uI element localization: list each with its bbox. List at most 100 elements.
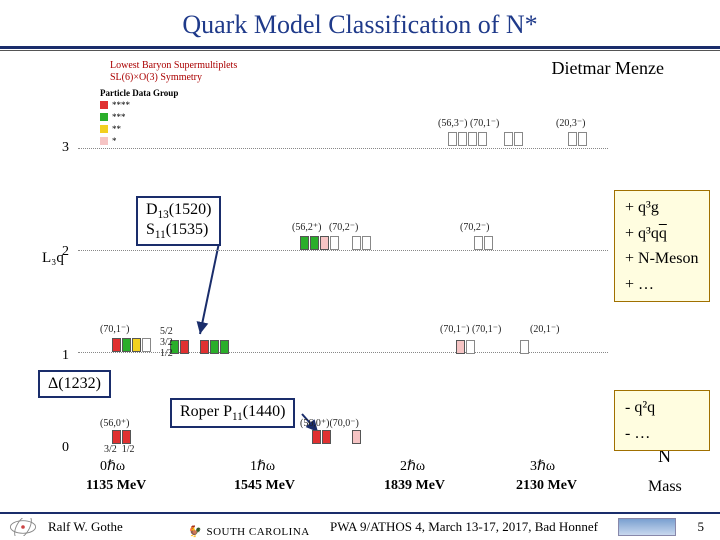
state-box	[210, 340, 219, 354]
state-box	[310, 236, 319, 250]
state-label: (70,2⁻)	[460, 222, 489, 233]
state-box	[520, 340, 529, 354]
state-box	[456, 340, 465, 354]
y-axis-L3q: L₃q	[42, 250, 64, 267]
state-label: (70,1⁻)	[100, 324, 129, 335]
state-label: 5/2 3/2 1/2	[160, 326, 173, 359]
side-note-line: + q³g	[625, 195, 699, 221]
side-note-line: - q²q	[625, 395, 699, 421]
state-cluster	[352, 430, 361, 444]
state-cluster	[474, 236, 493, 250]
legend-row: *	[100, 136, 178, 146]
legend-swatch	[100, 113, 108, 121]
state-box	[448, 132, 457, 146]
state-label: (70,1⁻) (70,1⁻)	[440, 324, 501, 335]
title-rule	[0, 46, 720, 49]
state-box	[466, 340, 475, 354]
y-tick: 2	[62, 244, 69, 260]
legend-title: Particle Data Group	[100, 88, 178, 98]
state-cluster	[456, 340, 475, 354]
side-note-line: + q³qq	[625, 221, 699, 247]
y-tick: 1	[62, 348, 69, 364]
y-tick: 0	[62, 440, 69, 456]
south-carolina-logo: 🐓 SOUTH CAROLINA	[188, 525, 310, 538]
state-box	[112, 430, 121, 444]
state-label: (56,2⁺) (70,2⁻)	[292, 222, 358, 233]
title-rule-thin	[0, 50, 720, 51]
side-note-line: + N-Meson	[625, 246, 699, 272]
state-box	[474, 236, 483, 250]
footer-author: Ralf W. Gothe	[48, 519, 198, 535]
state-label: (56,3⁻) (70,1⁻)	[438, 118, 499, 129]
state-cluster	[170, 340, 189, 354]
x-mass-label: 1135 MeV	[86, 478, 146, 494]
legend-swatch	[100, 137, 108, 145]
state-label: 3/2 1/2	[104, 444, 135, 455]
side-note-box: - q²q- …	[614, 390, 710, 451]
legend: Particle Data Group **********	[100, 88, 178, 148]
state-box	[578, 132, 587, 146]
state-box	[300, 236, 309, 250]
state-box	[200, 340, 209, 354]
legend-label: *	[112, 136, 117, 146]
side-note-line: + …	[625, 272, 699, 298]
state-box	[312, 430, 321, 444]
highlight-box: D13(1520)S11(1535)	[136, 196, 221, 246]
credit-text: Dietmar Menze	[552, 58, 664, 79]
x-tick: 1ℏω	[250, 458, 275, 475]
state-box	[320, 236, 329, 250]
clas-logo-icon	[4, 518, 42, 536]
state-label: (56,0⁺)	[100, 418, 129, 429]
state-cluster	[520, 340, 529, 354]
slide-title: Quark Model Classification of N*	[0, 0, 720, 46]
legend-label: ****	[112, 100, 130, 110]
state-box	[514, 132, 523, 146]
state-box	[352, 430, 361, 444]
state-cluster	[300, 236, 339, 250]
right-logo-icon	[618, 518, 676, 536]
state-box	[362, 236, 371, 250]
state-box	[484, 236, 493, 250]
x-mass-label: 1839 MeV	[384, 478, 445, 494]
state-box	[322, 430, 331, 444]
highlight-box: Roper P11(1440)	[170, 398, 295, 428]
state-box	[468, 132, 477, 146]
state-box	[180, 340, 189, 354]
state-label: (56,0⁺)(70,0⁻)	[300, 418, 359, 429]
state-cluster	[448, 132, 487, 146]
state-box	[568, 132, 577, 146]
state-box	[458, 132, 467, 146]
arrow	[200, 238, 220, 334]
state-box	[220, 340, 229, 354]
legend-row: **	[100, 124, 178, 134]
legend-row: ***	[100, 112, 178, 122]
supermulti-line2: SL(6)×O(3) Symmetry	[110, 72, 237, 84]
xaxis-mass-label: Mass	[648, 478, 682, 496]
state-box	[122, 338, 131, 352]
state-cluster	[112, 338, 151, 352]
state-box	[132, 338, 141, 352]
state-box	[122, 430, 131, 444]
state-cluster	[112, 430, 131, 444]
legend-row: ****	[100, 100, 178, 110]
x-tick: 2ℏω	[400, 458, 425, 475]
grid-line	[78, 148, 608, 149]
state-box	[112, 338, 121, 352]
state-label: (20,1⁻)	[530, 324, 559, 335]
page-number: 5	[698, 519, 705, 535]
state-cluster	[352, 236, 371, 250]
state-box	[352, 236, 361, 250]
y-tick: 3	[62, 140, 69, 156]
grid-line	[78, 250, 608, 251]
legend-swatch	[100, 125, 108, 133]
supermultiplet-caption: Lowest Baryon Supermultiplets SL(6)×O(3)…	[110, 60, 237, 84]
state-cluster	[568, 132, 587, 146]
supermulti-line1: Lowest Baryon Supermultiplets	[110, 60, 237, 72]
x-mass-label: 2130 MeV	[516, 478, 577, 494]
x-tick: 0ℏω	[100, 458, 125, 475]
side-note-box: + q³g+ q³qq+ N-Meson+ …	[614, 190, 710, 302]
legend-label: **	[112, 124, 121, 134]
side-note-line: - …	[625, 421, 699, 447]
x-mass-label: 1545 MeV	[234, 478, 295, 494]
footer-conference: PWA 9/ATHOS 4, March 13-17, 2017, Bad Ho…	[330, 519, 598, 535]
